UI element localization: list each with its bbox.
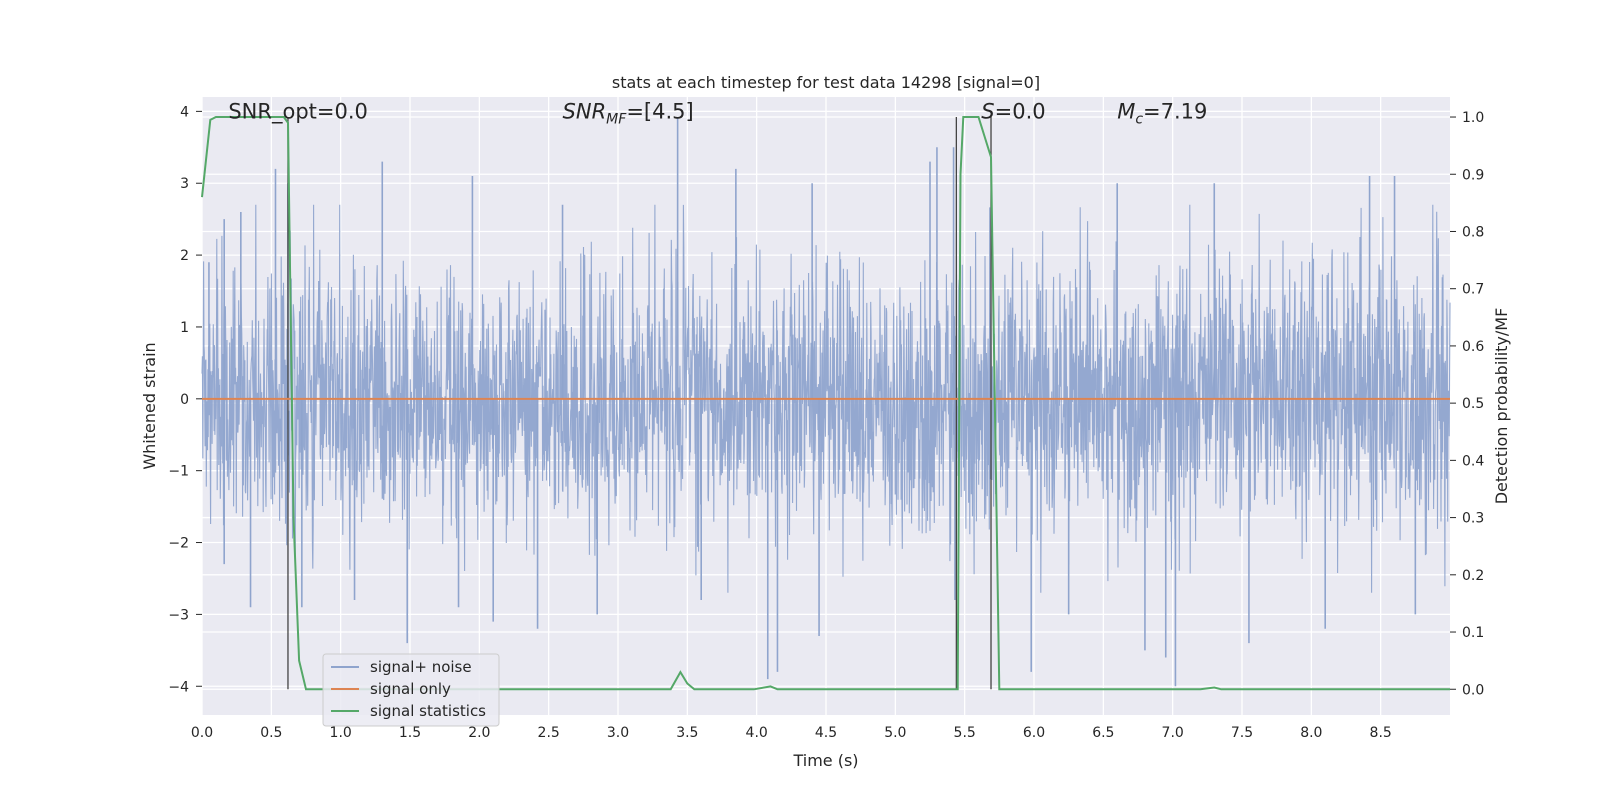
x-tick-label: 2.5	[538, 725, 560, 741]
y-left-tick-label: 4	[180, 104, 189, 120]
x-tick-label: 6.0	[1023, 725, 1045, 741]
annotation-s: S=0.0	[981, 99, 1045, 123]
signal-statistics-line	[201, 116, 1450, 691]
legend-label: signal+ noise	[370, 658, 472, 676]
annotation-snr_opt: SNR_opt=0.0	[228, 99, 368, 124]
signal-noise-trace	[201, 204, 1451, 593]
y-right-tick-label: 0.9	[1462, 167, 1484, 183]
annotation-mc: Mc=7.19	[1117, 99, 1207, 127]
y-left-tick-label: −1	[168, 464, 189, 480]
y-left-tick-label: −3	[168, 607, 189, 623]
x-tick-label: 3.5	[676, 725, 698, 741]
annotation-snr_mf: SNRMF=[4.5]	[563, 99, 694, 127]
y-right-tick-label: 0.2	[1462, 568, 1484, 584]
x-tick-label: 7.0	[1162, 725, 1184, 741]
x-axis-title: Time (s)	[792, 751, 858, 770]
x-tick-label: 6.5	[1092, 725, 1114, 741]
y-axis-right-title: Detection probability/MF	[1492, 308, 1511, 505]
x-tick-label: 0.5	[260, 725, 282, 741]
y-right-tick-label: 0.7	[1462, 282, 1484, 298]
x-tick-label: 4.5	[815, 725, 837, 741]
y-right-tick-label: 0.1	[1462, 625, 1484, 641]
y-right-tick-label: 0.3	[1462, 511, 1484, 527]
x-tick-label: 7.5	[1231, 725, 1253, 741]
y-left-tick-label: 3	[180, 176, 189, 192]
y-right-tick-label: 1.0	[1462, 110, 1484, 126]
y-axis-left-ticks: 4 3 2 1 0 −1 −2 −3 −4	[168, 104, 202, 695]
y-right-tick-label: 0.6	[1462, 339, 1484, 355]
y-left-tick-label: 2	[180, 248, 189, 264]
y-axis-right-ticks: 1.0 0.9 0.8 0.7 0.6 0.5 0.4 0.3 0.2 0.1 0.0	[1450, 110, 1484, 698]
y-left-tick-label: −4	[168, 679, 189, 695]
x-tick-label: 5.5	[954, 725, 976, 741]
x-tick-label: 8.0	[1300, 725, 1322, 741]
x-tick-label: 2.0	[468, 725, 490, 741]
y-axis-left-title: Whitened strain	[140, 342, 159, 469]
x-tick-label: 0.0	[191, 725, 213, 741]
y-left-tick-label: 1	[180, 320, 189, 336]
y-right-tick-label: 0.4	[1462, 453, 1484, 469]
legend: signal+ noise signal only signal statistic…	[322, 653, 500, 727]
legend-label: signal statistics	[370, 702, 486, 720]
y-left-tick-label: 0	[180, 392, 189, 408]
legend-box	[322, 653, 500, 727]
signal-noise-series	[201, 118, 1451, 687]
x-tick-label: 1.0	[330, 725, 352, 741]
x-tick-label: 3.0	[607, 725, 629, 741]
y-right-tick-label: 0.8	[1462, 224, 1484, 240]
x-tick-label: 4.0	[746, 725, 768, 741]
x-axis-ticks: 0.0 0.5 1.0 1.5 2.0 2.5 3.0 3.5 4.0 4.5 5.0 5.5 6.0 6…	[191, 725, 1392, 741]
x-tick-label: 1.5	[399, 725, 421, 741]
y-left-tick-label: −2	[168, 536, 189, 552]
chart-title: stats at each timestep for test data 142…	[612, 73, 1040, 92]
x-tick-label: 8.5	[1370, 725, 1392, 741]
annotations: SNR_opt=0.0 SNRMF=[4.5] S=0.0 Mc=7.19	[228, 99, 1207, 127]
x-tick-label: 5.0	[884, 725, 906, 741]
signal-statistics-series	[201, 116, 1450, 691]
legend-label: signal only	[370, 680, 451, 698]
y-right-tick-label: 0.5	[1462, 396, 1484, 412]
y-right-tick-label: 0.0	[1462, 682, 1484, 698]
